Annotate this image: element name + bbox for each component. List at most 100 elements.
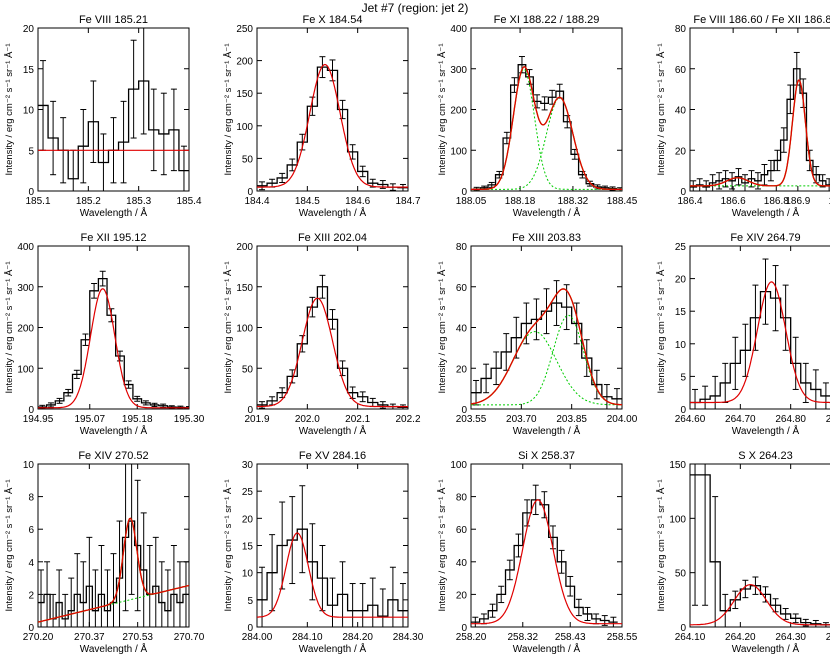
y-tick-label: 20 — [675, 275, 687, 286]
x-tick-label: 186.6 — [721, 196, 746, 207]
x-tick-label: 203.85 — [556, 414, 587, 425]
x-axis-label: Wavelength / Å — [513, 206, 581, 219]
y-tick-label: 4 — [28, 558, 34, 569]
x-tick-label: 284.00 — [242, 632, 273, 643]
plot-frame — [689, 245, 830, 410]
plot-area — [690, 258, 830, 409]
y-tick-label: 5 — [247, 596, 253, 607]
y-tick-label: 200 — [450, 106, 467, 117]
y-tick-label: 100 — [236, 324, 253, 335]
y-tick-label: 20 — [456, 590, 468, 601]
x-tick-label: 188.18 — [505, 196, 536, 207]
x-axis-label: Wavelength / Å — [732, 424, 800, 437]
y-tick-label: 25 — [242, 487, 254, 498]
x-axis-label: Wavelength / Å — [513, 642, 581, 655]
y-tick-label: 80 — [675, 24, 687, 35]
x-tick-label: 270.53 — [122, 632, 153, 643]
x-tick-label: 270.20 — [23, 632, 54, 643]
spectrum-panel: Fe VIII 186.60 / Fe XII 186.88 186.4 186.6… — [656, 14, 830, 219]
x-tick-label: 195.07 — [74, 414, 105, 425]
y-tick-label: 60 — [456, 283, 468, 294]
spectrum-panel: Fe XI 188.22 / 188.29 188.05 188.18 188.32 1… — [437, 14, 638, 219]
y-tick-label: 400 — [17, 242, 34, 253]
x-tick-label: 201.9 — [244, 414, 269, 425]
y-tick-label: 80 — [456, 493, 468, 504]
y-tick-label: 10 — [675, 340, 687, 351]
y-tick-label: 200 — [236, 242, 253, 253]
y-tick-label: 20 — [675, 146, 687, 157]
y-axis-label: Intensity / erg cm⁻² s⁻¹ sr⁻¹ Å⁻¹ — [437, 480, 448, 612]
plot-area — [257, 56, 408, 191]
panel-title: Fe XV 284.16 — [299, 450, 366, 462]
x-tick-label: 185.1 — [25, 196, 50, 207]
y-tick-label: 0 — [461, 187, 467, 198]
y-tick-label: 100 — [450, 460, 467, 471]
fit-component-curve — [471, 68, 622, 190]
x-axis-label: Wavelength / Å — [513, 424, 581, 437]
x-tick-label: 258.43 — [555, 632, 586, 643]
plot-area — [690, 464, 830, 627]
data-histogram — [690, 68, 830, 188]
x-axis-label: Wavelength / Å — [732, 206, 800, 219]
x-tick-label: 202.2 — [395, 414, 420, 425]
y-axis-label: Intensity / erg cm⁻² s⁻¹ sr⁻¹ Å⁻¹ — [437, 44, 448, 176]
x-tick-label: 284.20 — [342, 632, 373, 643]
y-tick-label: 20 — [23, 24, 35, 35]
plot-area — [38, 270, 189, 409]
y-axis-label: Intensity / erg cm⁻² s⁻¹ sr⁻¹ Å⁻¹ — [223, 480, 234, 612]
x-tick-label: 184.5 — [295, 196, 320, 207]
fit-curve — [471, 499, 622, 625]
x-tick-label: 184.7 — [395, 196, 420, 207]
x-tick-label: 188.32 — [558, 196, 589, 207]
panel-title: Fe XII 195.12 — [80, 232, 146, 244]
y-tick-label: 15 — [675, 307, 687, 318]
fit-component-curve — [471, 97, 622, 190]
y-tick-label: 0 — [28, 623, 34, 634]
x-tick-label: 203.55 — [456, 414, 487, 425]
panel-title: Fe XIV 270.52 — [78, 450, 148, 462]
x-tick-label: 195.18 — [122, 414, 153, 425]
y-axis-label: Intensity / erg cm⁻² s⁻¹ sr⁻¹ Å⁻¹ — [656, 44, 667, 176]
plot-frame — [689, 27, 830, 192]
fit-curve — [690, 281, 830, 404]
y-tick-label: 40 — [456, 324, 468, 335]
plot-area — [38, 28, 189, 191]
x-tick-label: 194.95 — [23, 414, 54, 425]
y-tick-label: 250 — [236, 24, 253, 35]
x-tick-label: 185.4 — [176, 196, 201, 207]
y-tick-label: 15 — [23, 65, 35, 76]
fit-curve — [38, 517, 189, 623]
y-tick-label: 150 — [236, 283, 253, 294]
panel-title: Fe VIII 186.60 / Fe XII 186.88 — [693, 14, 830, 26]
y-tick-label: 20 — [456, 364, 468, 375]
y-tick-label: 50 — [242, 364, 254, 375]
x-tick-label: 184.6 — [345, 196, 370, 207]
plot-frame — [256, 27, 409, 192]
plot-area — [471, 280, 622, 409]
fit-curve — [690, 79, 830, 187]
y-tick-label: 60 — [456, 525, 468, 536]
y-tick-label: 200 — [17, 324, 34, 335]
y-tick-label: 100 — [236, 122, 253, 133]
x-tick-label: 184.4 — [244, 196, 269, 207]
x-tick-label: 195.30 — [174, 414, 205, 425]
y-tick-label: 40 — [456, 558, 468, 569]
y-tick-label: 50 — [242, 154, 254, 165]
y-tick-label: 0 — [28, 405, 34, 416]
x-tick-label: 204.00 — [607, 414, 638, 425]
fit-curve — [471, 66, 622, 190]
x-tick-label: 186.9 — [785, 196, 810, 207]
y-tick-label: 400 — [450, 24, 467, 35]
x-tick-label: 270.70 — [174, 632, 205, 643]
panel-title: S X 264.23 — [738, 450, 792, 462]
spectrum-panel: Si X 258.37 258.20 258.32 258.43 258.55 0 20 40… — [437, 450, 638, 655]
y-tick-label: 6 — [28, 525, 34, 536]
x-tick-label: 258.20 — [456, 632, 487, 643]
y-tick-label: 10 — [23, 460, 35, 471]
y-tick-label: 2 — [28, 590, 34, 601]
fit-component-curve — [690, 79, 830, 187]
y-axis-label: Intensity / erg cm⁻² s⁻¹ sr⁻¹ Å⁻¹ — [656, 480, 667, 612]
y-tick-label: 100 — [450, 146, 467, 157]
x-tick-label: 202.1 — [345, 414, 370, 425]
